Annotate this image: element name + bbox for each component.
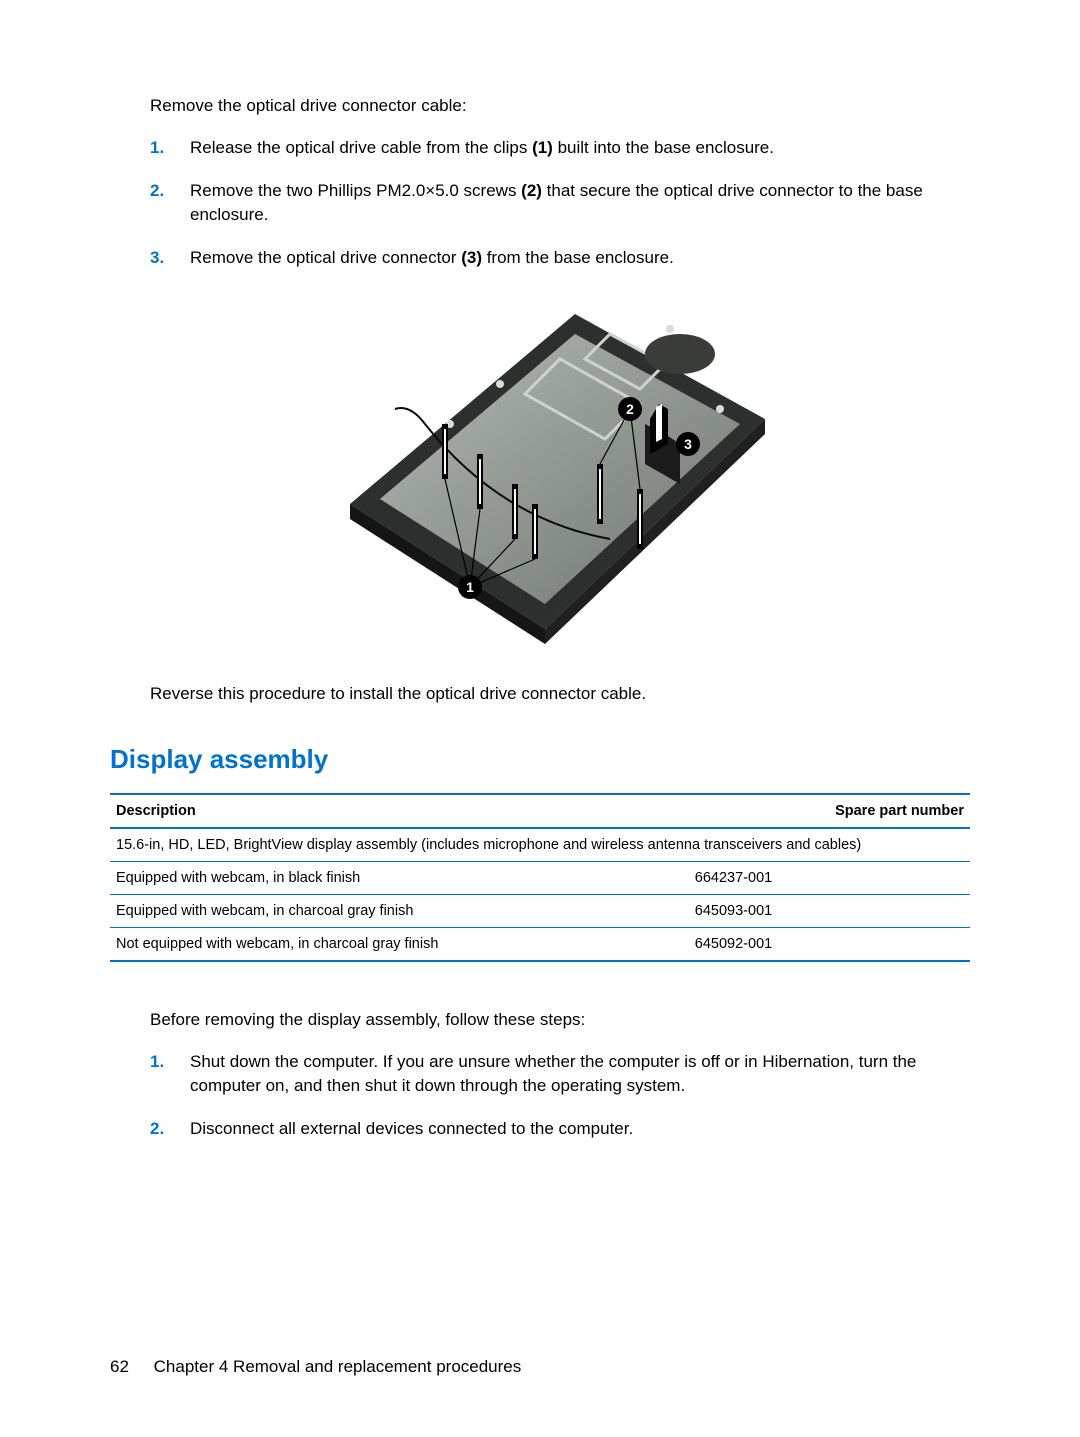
step-1: 1. Shut down the computer. If you are un… [150,1050,970,1099]
step-number: 3. [150,246,168,271]
table-row: Equipped with webcam, in black finish 66… [110,861,970,894]
step-number: 1. [150,1050,168,1099]
before-text: Before removing the display assembly, fo… [150,1010,970,1030]
page-number: 62 [110,1357,129,1376]
step-number: 2. [150,179,168,228]
step-text: Remove the optical drive connector (3) f… [190,246,674,271]
step-1: 1. Release the optical drive cable from … [150,136,970,161]
col-description: Description [110,794,695,828]
step-3: 3. Remove the optical drive connector (3… [150,246,970,271]
col-spare-part: Spare part number [695,794,970,828]
step-text: Shut down the computer. If you are unsur… [190,1050,970,1099]
step-2: 2. Remove the two Phillips PM2.0×5.0 scr… [150,179,970,228]
step-text: Remove the two Phillips PM2.0×5.0 screws… [190,179,970,228]
callout-3: 3 [684,436,692,452]
chapter-title: Chapter 4 Removal and replacement proced… [154,1357,522,1376]
step-text: Disconnect all external devices connecte… [190,1117,633,1142]
step-2: 2. Disconnect all external devices conne… [150,1117,970,1142]
step-number: 2. [150,1117,168,1142]
page-footer: 62 Chapter 4 Removal and replacement pro… [110,1357,521,1377]
table-row: Not equipped with webcam, in charcoal gr… [110,927,970,961]
table-row: 15.6-in, HD, LED, BrightView display ass… [110,828,970,862]
step-text: Release the optical drive cable from the… [190,136,774,161]
callout-1: 1 [466,579,474,595]
section-heading-display-assembly: Display assembly [110,744,970,775]
reverse-note: Reverse this procedure to install the op… [150,684,970,704]
callout-2: 2 [626,401,634,417]
steps-list-2: 1. Shut down the computer. If you are un… [150,1050,970,1142]
laptop-base-illustration: 1 2 3 [310,289,770,654]
spare-parts-table: Description Spare part number 15.6-in, H… [110,793,970,962]
step-number: 1. [150,136,168,161]
steps-list-1: 1. Release the optical drive cable from … [150,136,970,271]
intro-text: Remove the optical drive connector cable… [150,96,970,116]
page: Remove the optical drive connector cable… [0,0,1080,1437]
table-caption-row: 15.6-in, HD, LED, BrightView display ass… [110,828,970,862]
table-row: Equipped with webcam, in charcoal gray f… [110,894,970,927]
